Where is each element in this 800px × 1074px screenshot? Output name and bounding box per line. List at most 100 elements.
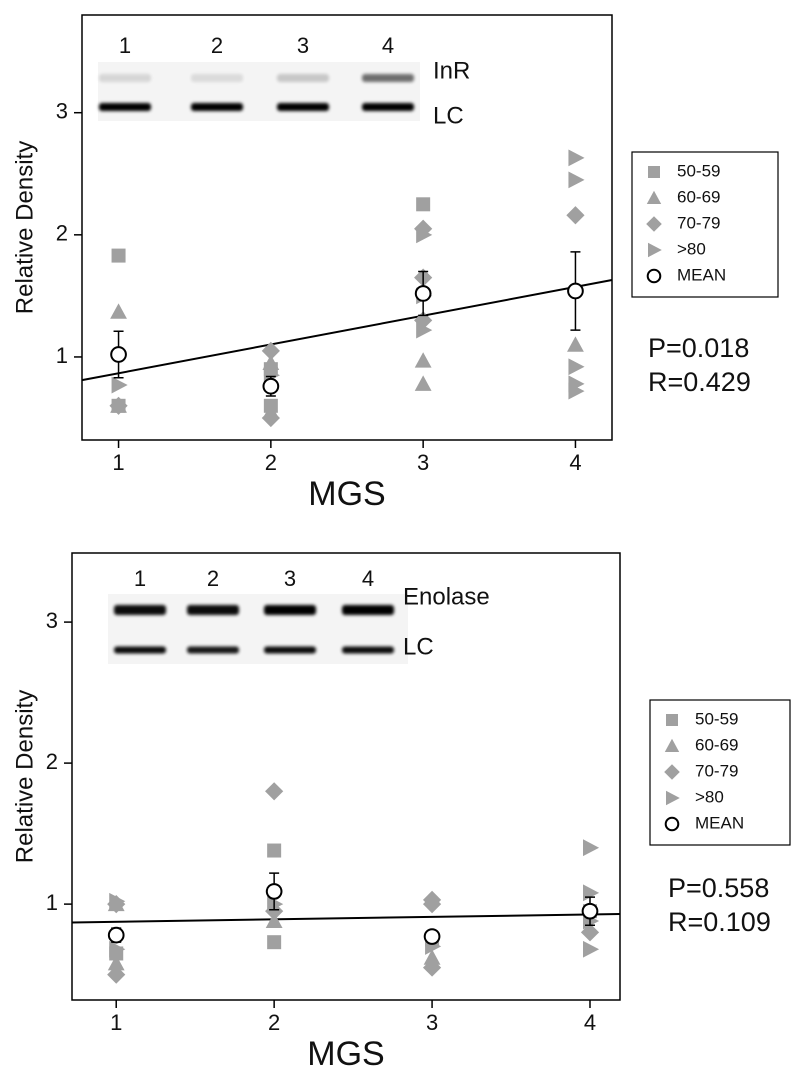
legend-label: 70-79 (677, 213, 720, 232)
legend-marker (666, 790, 680, 806)
x-axis-label: MGS (308, 475, 385, 513)
legend-label: 50-59 (695, 709, 738, 728)
data-point (110, 346, 127, 363)
blot-band (191, 103, 243, 111)
blot-band (277, 74, 329, 82)
legend-label: MEAN (695, 813, 744, 832)
annotation: R=0.429 (648, 367, 751, 397)
data-point (581, 902, 599, 920)
data-point (111, 376, 128, 394)
lane-label: 1 (119, 33, 131, 58)
band-label: Enolase (403, 583, 490, 610)
blot-band (264, 646, 316, 654)
x-tick-label: 3 (426, 1010, 438, 1035)
data-point (262, 354, 280, 371)
data-point (568, 171, 585, 189)
legend-label: >80 (677, 239, 706, 258)
blot-band (114, 605, 166, 615)
data-point (109, 940, 126, 958)
data-point (423, 928, 441, 945)
data-point (422, 958, 442, 977)
data-point (262, 377, 280, 395)
blot-band (99, 103, 151, 111)
x-tick-label: 3 (417, 450, 429, 475)
data-point (582, 839, 600, 857)
blot-band (114, 646, 166, 654)
data-point (567, 336, 584, 352)
blot-band (191, 74, 243, 82)
legend-marker (648, 166, 660, 178)
legend-marker (646, 216, 662, 232)
data-point (107, 954, 125, 971)
x-tick-label: 4 (569, 450, 581, 475)
fit-line (71, 912, 621, 924)
data-point (582, 940, 600, 958)
data-point (582, 884, 600, 902)
y-tick-label: 1 (46, 890, 58, 915)
legend-marker (664, 816, 680, 832)
data-point (261, 408, 280, 428)
blot-band (187, 646, 239, 654)
lane-label: 2 (207, 566, 219, 591)
data-point (566, 206, 585, 225)
lane-label: 4 (362, 566, 374, 591)
blot-band (277, 103, 329, 111)
data-point (265, 912, 283, 929)
data-point (416, 226, 433, 244)
band-label: InR (433, 57, 470, 84)
lane-label: 1 (134, 566, 146, 591)
x-tick-label: 2 (265, 450, 277, 475)
data-point (568, 358, 585, 376)
data-point (109, 892, 126, 910)
blot-band (362, 74, 414, 82)
x-tick-label: 1 (112, 450, 124, 475)
legend-marker (648, 242, 662, 258)
data-point (568, 149, 585, 167)
data-point (423, 949, 441, 965)
annotation: P=0.018 (648, 333, 749, 363)
data-point (267, 895, 284, 913)
band-label: LC (433, 102, 464, 129)
blot-band (342, 646, 394, 654)
legend-marker (666, 714, 678, 726)
lane-label: 3 (297, 33, 309, 58)
data-point (109, 396, 128, 415)
legend-label: >80 (695, 787, 724, 806)
data-point (580, 923, 600, 942)
annotation: R=0.109 (668, 907, 771, 937)
lane-label: 4 (382, 33, 394, 58)
x-axis-label: MGS (307, 1035, 384, 1073)
blot-band (362, 103, 414, 111)
annotation: P=0.558 (668, 873, 769, 903)
data-point (568, 382, 585, 400)
legend-label: MEAN (677, 265, 726, 284)
legend-label: 70-79 (695, 761, 738, 780)
data-point (261, 341, 280, 360)
x-tick-label: 2 (268, 1010, 280, 1035)
y-axis-label: Relative Density (11, 690, 38, 863)
y-tick-label: 3 (56, 99, 68, 124)
legend-marker (664, 764, 680, 780)
data-point (416, 321, 433, 339)
y-tick-label: 3 (46, 608, 58, 633)
data-point (107, 965, 126, 984)
data-point (414, 375, 432, 391)
blot-background (98, 62, 420, 121)
blot-band (99, 74, 151, 82)
y-tick-label: 2 (56, 221, 68, 246)
fit-line (81, 279, 613, 382)
data-point (111, 248, 126, 263)
legend-marker (664, 738, 680, 752)
blot-band (342, 605, 394, 615)
data-point (267, 843, 282, 858)
y-axis-label: Relative Density (11, 141, 38, 314)
band-label: LC (403, 633, 434, 660)
data-point (265, 782, 284, 801)
legend-label: 60-69 (695, 735, 738, 754)
y-tick-label: 1 (56, 343, 68, 368)
data-point (567, 282, 584, 300)
data-point (414, 352, 432, 368)
legend-marker (646, 190, 662, 204)
plot-frame (81, 14, 613, 441)
